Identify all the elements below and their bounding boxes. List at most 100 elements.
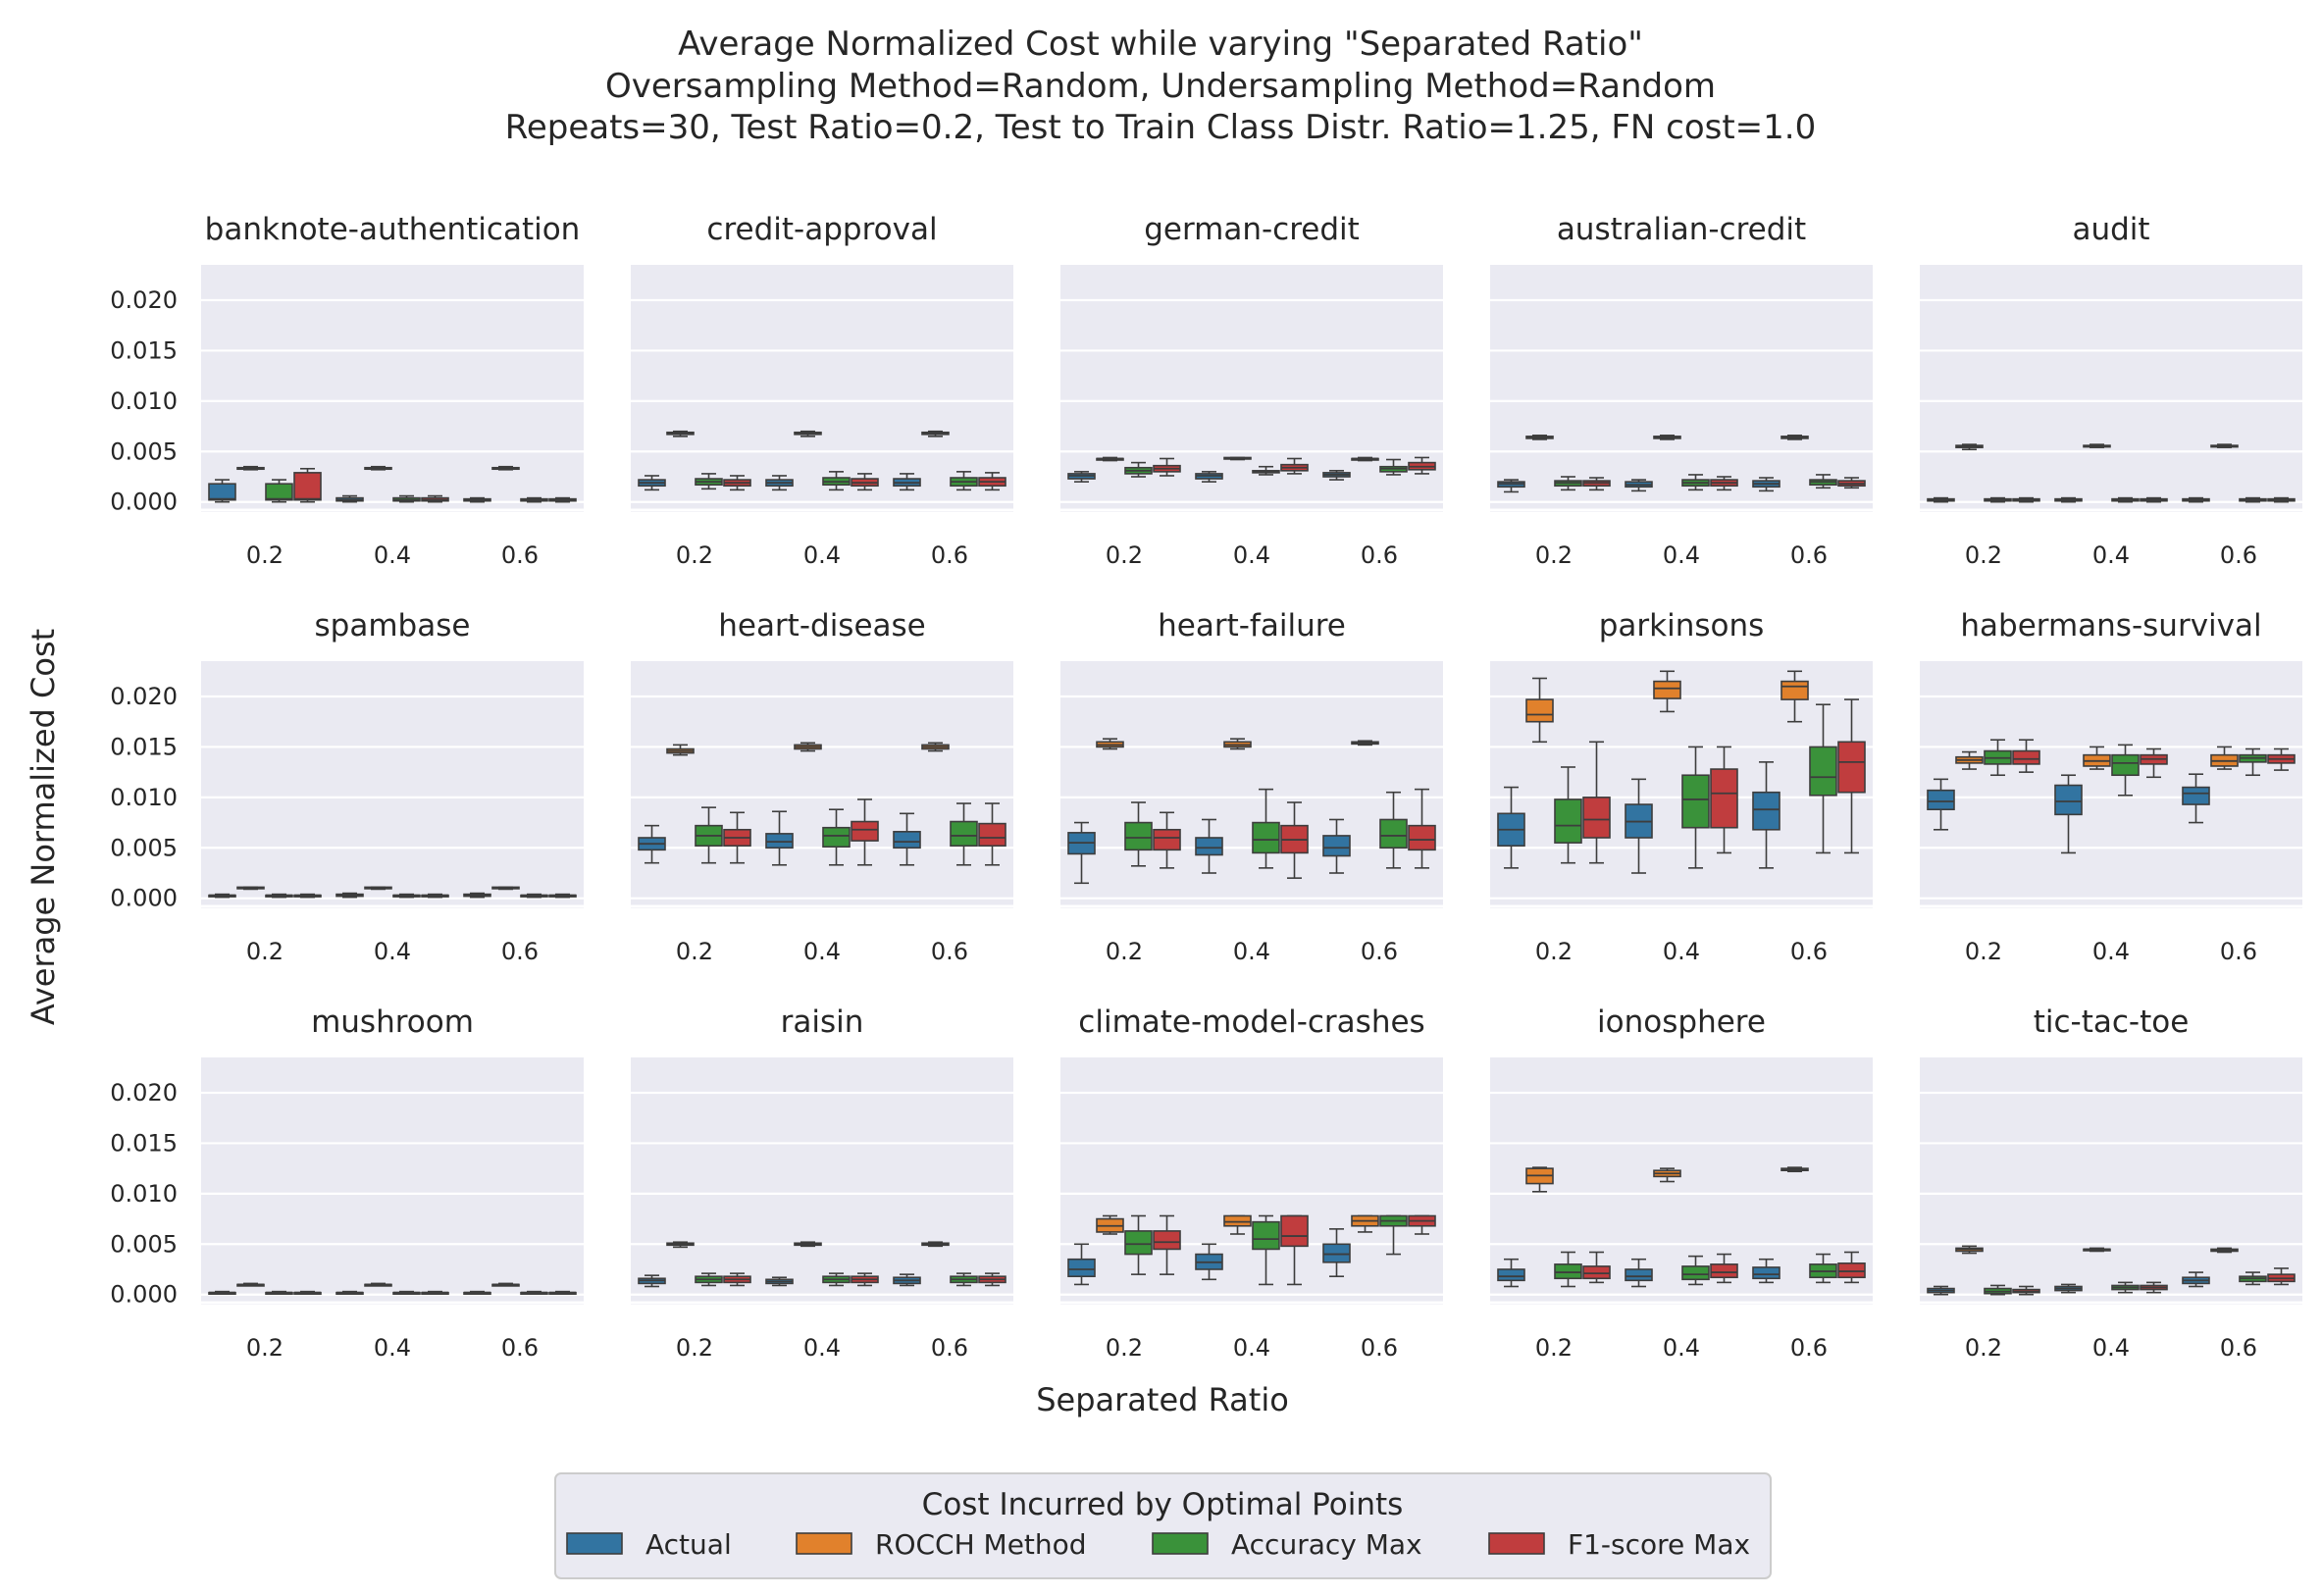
box-body [851, 820, 879, 842]
box-rocch-method [1780, 1166, 1809, 1173]
x-tick-label: 0.6 [931, 938, 968, 965]
box-f1-score-max [1280, 801, 1309, 879]
panel-background [631, 265, 1013, 512]
x-tick-label: 0.6 [2220, 938, 2257, 965]
title-line-1: Average Normalized Cost while varying "S… [678, 25, 1643, 64]
box-actual [1752, 477, 1780, 492]
box-body [1710, 768, 1738, 829]
box-f1-score-max [723, 1272, 751, 1287]
x-tick-label: 0.2 [676, 1334, 713, 1362]
x-tick-label: 0.4 [2092, 1334, 2130, 1362]
box-accuracy-max [950, 471, 978, 491]
box-accuracy-max [1681, 746, 1710, 869]
box-accuracy-max [392, 494, 421, 503]
box-actual [1067, 821, 1096, 885]
legend-entries: Actual ROCCH Method Accuracy Max F1-score M… [566, 1528, 1750, 1561]
box-rocch-method [666, 744, 695, 756]
legend-entry: Accuracy Max [1152, 1528, 1422, 1561]
box-accuracy-max [822, 808, 851, 866]
box-actual [1497, 479, 1525, 493]
box-accuracy-max [950, 1272, 978, 1287]
box-accuracy-max [1984, 739, 2012, 777]
facet-panel-spambase: spambase 0.000 0.005 0.010 0.015 0.020 0.2 0.4 0… [110, 608, 584, 965]
x-tick-label: 0.2 [676, 938, 713, 965]
box-f1-score-max [2267, 1267, 2296, 1286]
y-tick-label: 0.015 [110, 1129, 178, 1157]
facet-panel-habermans-survival: habermans-survival 0.2 0.4 0.6 [1920, 608, 2302, 965]
box-body [2012, 749, 2040, 765]
box-accuracy-max [2239, 496, 2267, 503]
y-tick-label: 0.005 [110, 438, 178, 465]
panel-background [1490, 1057, 1873, 1305]
panel-background [1060, 265, 1443, 512]
box-actual [638, 1274, 666, 1288]
box-rocch-method [1223, 738, 1252, 750]
x-tick-label: 0.2 [1535, 541, 1573, 569]
x-tick-label: 0.2 [1106, 1334, 1143, 1362]
x-tick-label: 0.4 [374, 938, 411, 965]
y-tick-label: 0.020 [110, 683, 178, 710]
box-f1-score-max [2140, 1281, 2168, 1294]
x-tick-label: 0.2 [1535, 938, 1573, 965]
box-accuracy-max [520, 496, 548, 503]
box-accuracy-max [2111, 744, 2140, 797]
panel-title: habermans-survival [1960, 608, 2261, 644]
box-f1-score-max [421, 893, 449, 899]
title-line-3: Repeats=30, Test Ratio=0.2, Test to Trai… [505, 108, 1816, 147]
facet-panel-credit-approval: credit-approval 0.2 0.4 0.6 [631, 212, 1013, 569]
x-tick-label: 0.6 [1790, 541, 1828, 569]
box-rocch-method [666, 1241, 695, 1249]
x-tick-label: 0.6 [1361, 938, 1398, 965]
box-accuracy-max [265, 1290, 293, 1295]
y-axis-label: Average Normalized Cost [25, 629, 62, 1025]
facet-panel-german-credit: german-credit 0.2 0.4 0.6 [1060, 212, 1443, 569]
box-rocch-method [794, 1241, 822, 1248]
box-accuracy-max [822, 1272, 851, 1287]
box-body [1582, 1265, 1611, 1280]
box-body [1124, 1230, 1153, 1256]
box-rocch-method [2083, 746, 2111, 770]
box-body [893, 831, 921, 849]
box-rocch-method [491, 465, 520, 471]
y-tick-label: 0.000 [110, 885, 178, 912]
box-rocch-method [1351, 456, 1379, 462]
box-body [208, 483, 236, 501]
box-f1-score-max [1408, 1214, 1436, 1235]
box-rocch-method [364, 886, 392, 891]
panel-background [1490, 265, 1873, 512]
box-f1-score-max [2267, 747, 2296, 771]
box-accuracy-max [950, 802, 978, 866]
box-f1-score-max [293, 467, 322, 503]
box-body [1124, 821, 1153, 851]
box-actual [463, 892, 491, 899]
box-body [1554, 1263, 1582, 1280]
facet-panels: banknote-authentication 0.000 0.005 0.010 0.… [110, 212, 2302, 1362]
box-rocch-method [236, 1282, 265, 1287]
box-rocch-method [1653, 670, 1681, 713]
box-actual [638, 475, 666, 491]
box-accuracy-max [1252, 465, 1280, 476]
box-accuracy-max [265, 479, 293, 503]
x-tick-label: 0.6 [1361, 1334, 1398, 1362]
y-tick-label: 0.020 [110, 286, 178, 314]
box-body [1525, 698, 1554, 723]
box-rocch-method [1525, 435, 1554, 440]
panel-background [631, 661, 1013, 908]
box-body [1681, 774, 1710, 829]
y-tick-label: 0.015 [110, 733, 178, 760]
x-tick-label: 0.2 [246, 1334, 284, 1362]
box-actual [1927, 1285, 1955, 1296]
x-tick-label: 0.2 [1965, 541, 2002, 569]
box-f1-score-max [723, 475, 751, 491]
box-accuracy-max [265, 893, 293, 899]
legend-swatch [1488, 1532, 1545, 1555]
legend-entry: F1-score Max [1488, 1528, 1750, 1561]
box-accuracy-max [2111, 1281, 2140, 1294]
box-accuracy-max [2111, 496, 2140, 503]
box-body [1280, 1214, 1309, 1248]
box-rocch-method [1780, 435, 1809, 440]
y-tick-label: 0.005 [110, 1230, 178, 1258]
box-accuracy-max [1809, 474, 1837, 489]
box-body [1252, 1220, 1280, 1251]
